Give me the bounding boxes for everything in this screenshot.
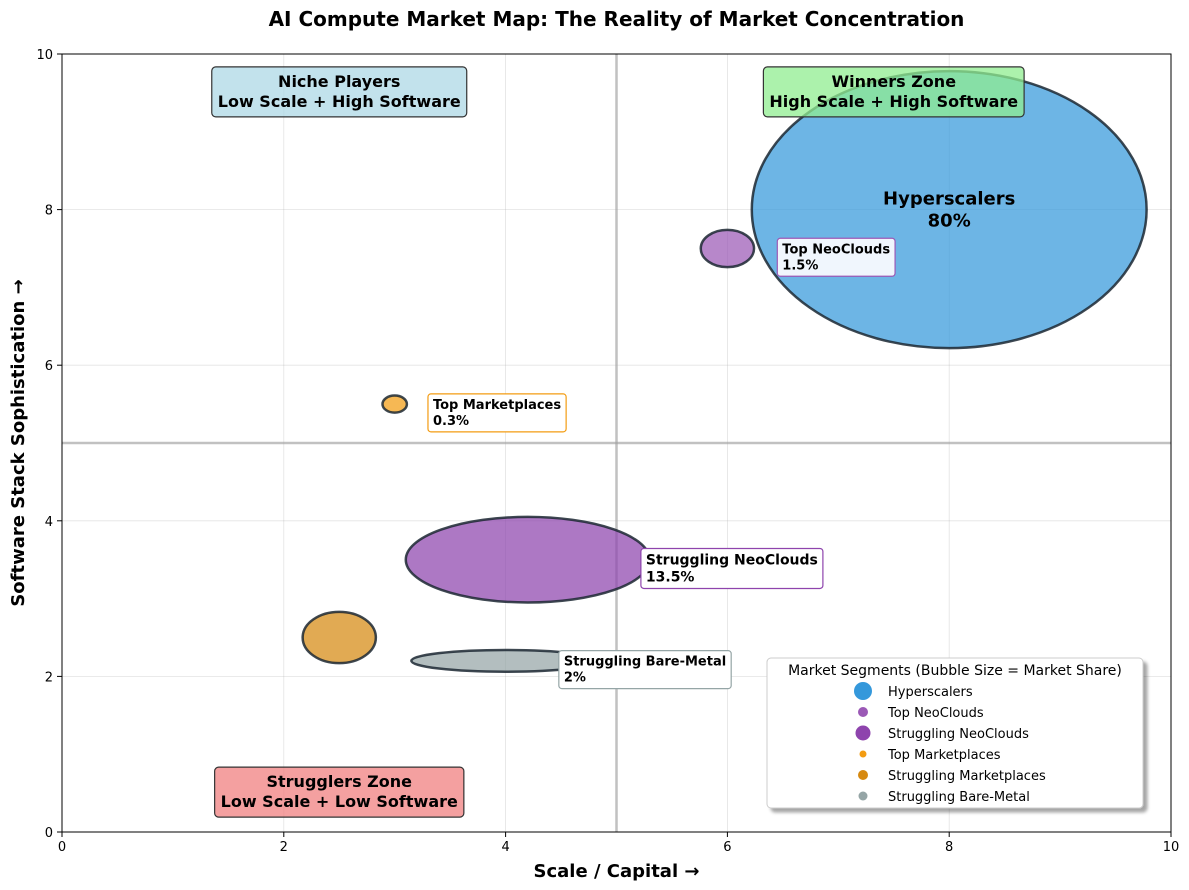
legend-label-struggling-marketplaces: Struggling Marketplaces	[888, 769, 1046, 784]
annotation-name: Top NeoClouds	[782, 242, 890, 257]
legend-marker-struggling-bare-metal	[858, 791, 868, 801]
bubble-label-name: Hyperscalers	[883, 189, 1015, 210]
legend-title: Market Segments (Bubble Size = Market Sh…	[788, 663, 1122, 679]
annotation-box	[558, 650, 732, 690]
bubble-top-marketplaces	[381, 394, 409, 414]
x-tick-label: 6	[723, 840, 731, 855]
legend-marker-top-neoclouds	[858, 707, 868, 717]
x-tick-label: 4	[501, 840, 509, 855]
zone-title: Niche Players	[278, 72, 400, 91]
zone-box	[214, 766, 465, 818]
legend: Market Segments (Bubble Size = Market Sh…	[766, 657, 1144, 809]
legend-label-top-neoclouds: Top NeoClouds	[887, 706, 984, 721]
x-tick-label: 8	[945, 840, 953, 855]
y-tick-label: 8	[45, 204, 53, 219]
annotation-share: 2%	[564, 671, 586, 686]
x-tick-label: 2	[280, 840, 288, 855]
zone-title: Strugglers Zone	[266, 772, 412, 791]
legend-marker-hyperscalers	[854, 682, 872, 700]
annotation-box	[640, 547, 824, 590]
zone-box	[762, 66, 1025, 118]
x-tick-label: 0	[58, 840, 66, 855]
zone-title: Winners Zone	[831, 72, 956, 91]
annotation-name: Top Marketplaces	[433, 398, 561, 413]
annotation-box	[776, 237, 896, 277]
x-axis-label: Scale / Capital →	[534, 861, 700, 882]
legend-label-top-marketplaces: Top Marketplaces	[887, 748, 1001, 763]
y-tick-label: 0	[45, 826, 53, 841]
annotation-name: Struggling Bare-Metal	[564, 655, 726, 670]
bubble-label-share: 80%	[928, 211, 971, 232]
bubble-struggling-marketplaces	[301, 610, 378, 665]
annotation-share: 13.5%	[646, 569, 695, 585]
chart-title: AI Compute Market Map: The Reality of Ma…	[269, 7, 965, 31]
legend-marker-struggling-neoclouds	[855, 725, 871, 741]
zone-subtitle: High Scale + High Software	[769, 92, 1018, 111]
annotation-share: 0.3%	[433, 414, 469, 429]
annotation-box	[427, 393, 567, 433]
x-tick-label: 10	[1163, 840, 1180, 855]
zone-subtitle: Low Scale + Low Software	[221, 792, 458, 811]
legend-marker-top-marketplaces	[859, 750, 867, 758]
legend-label-struggling-bare-metal: Struggling Bare-Metal	[888, 790, 1030, 805]
plot-frame	[61, 53, 1172, 833]
y-tick-label: 2	[45, 670, 53, 685]
zone-subtitle: Low Scale + High Software	[218, 92, 461, 111]
legend-label-struggling-neoclouds: Struggling NeoClouds	[888, 727, 1029, 742]
y-tick-label: 6	[45, 359, 53, 374]
annotation-name: Struggling NeoClouds	[646, 552, 818, 568]
annotation-share: 1.5%	[782, 258, 818, 273]
zone-box	[211, 66, 468, 118]
bubbles	[301, 69, 1148, 673]
bubble-top-neoclouds	[699, 228, 756, 269]
y-tick-label: 10	[36, 48, 53, 63]
bubble-struggling-neoclouds	[404, 515, 652, 604]
y-axis-label: Software Stack Sophistication →	[8, 279, 29, 606]
y-tick-label: 4	[45, 515, 53, 530]
legend-marker-struggling-marketplaces	[858, 770, 868, 780]
legend-label-hyperscalers: Hyperscalers	[888, 685, 973, 700]
